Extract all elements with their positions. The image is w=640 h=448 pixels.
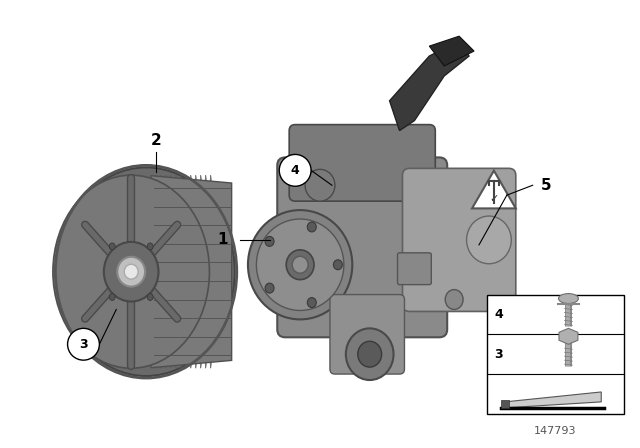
Polygon shape: [505, 392, 601, 408]
Ellipse shape: [109, 293, 115, 301]
Ellipse shape: [265, 237, 274, 246]
Text: 1: 1: [218, 233, 228, 247]
Ellipse shape: [147, 293, 153, 301]
Ellipse shape: [204, 175, 208, 368]
Ellipse shape: [194, 175, 198, 368]
Ellipse shape: [333, 260, 342, 270]
Ellipse shape: [307, 297, 316, 307]
Ellipse shape: [58, 168, 235, 376]
Ellipse shape: [445, 289, 463, 310]
Ellipse shape: [124, 264, 138, 279]
Ellipse shape: [346, 328, 394, 380]
Ellipse shape: [189, 175, 193, 368]
Ellipse shape: [117, 257, 145, 287]
Text: 147793: 147793: [534, 426, 577, 436]
Ellipse shape: [154, 175, 158, 368]
Ellipse shape: [257, 219, 344, 310]
Ellipse shape: [286, 250, 314, 280]
Polygon shape: [501, 400, 509, 408]
Ellipse shape: [292, 256, 308, 273]
Bar: [487, 294, 624, 414]
Ellipse shape: [174, 175, 178, 368]
Polygon shape: [472, 171, 516, 208]
Ellipse shape: [184, 175, 188, 368]
Ellipse shape: [179, 175, 183, 368]
Ellipse shape: [104, 242, 159, 302]
Circle shape: [68, 328, 99, 360]
Ellipse shape: [164, 175, 168, 368]
Ellipse shape: [467, 216, 511, 264]
Polygon shape: [151, 176, 232, 368]
Text: 5: 5: [541, 178, 552, 193]
Ellipse shape: [53, 175, 209, 368]
Ellipse shape: [169, 175, 173, 368]
Ellipse shape: [559, 293, 579, 303]
FancyBboxPatch shape: [277, 157, 447, 337]
Text: 4: 4: [495, 308, 503, 321]
Ellipse shape: [209, 175, 212, 368]
Ellipse shape: [147, 243, 153, 250]
Polygon shape: [559, 328, 578, 344]
Polygon shape: [390, 41, 469, 130]
Ellipse shape: [307, 222, 316, 232]
Ellipse shape: [305, 169, 335, 201]
Ellipse shape: [358, 341, 381, 367]
Text: 3: 3: [79, 338, 88, 351]
Polygon shape: [429, 36, 474, 66]
Ellipse shape: [159, 175, 163, 368]
FancyBboxPatch shape: [403, 168, 516, 311]
Text: 2: 2: [150, 133, 161, 148]
Ellipse shape: [109, 243, 115, 250]
Text: 4: 4: [291, 164, 300, 177]
Text: ✓: ✓: [489, 194, 499, 204]
Text: 3: 3: [495, 348, 503, 361]
Ellipse shape: [248, 210, 352, 319]
FancyBboxPatch shape: [330, 294, 404, 374]
Ellipse shape: [199, 175, 203, 368]
Ellipse shape: [265, 283, 274, 293]
Circle shape: [279, 155, 311, 186]
FancyBboxPatch shape: [289, 125, 435, 201]
FancyBboxPatch shape: [397, 253, 431, 284]
